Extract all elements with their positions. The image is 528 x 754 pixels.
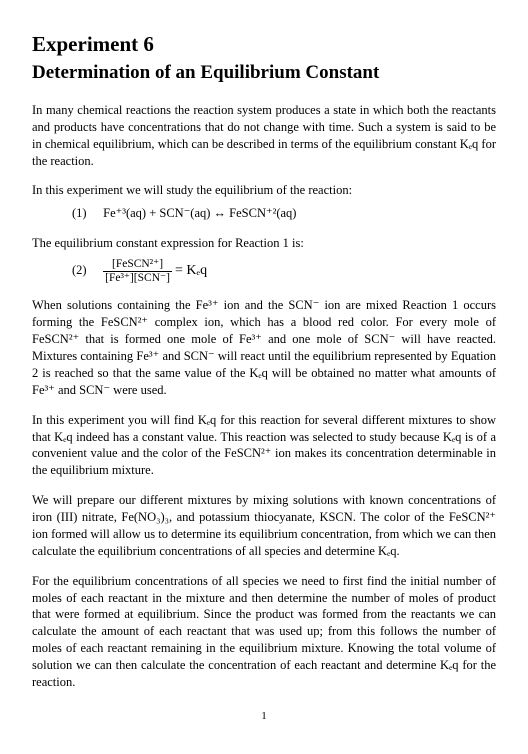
experiment-title: Determination of an Equilibrium Constant <box>32 60 496 86</box>
intro-paragraph-2: In this experiment we will study the equ… <box>32 182 496 199</box>
experiment-number: Experiment 6 <box>32 30 496 58</box>
equation-1-body: Fe⁺³(aq) + SCN⁻(aq) ↔ FeSCN⁺²(aq) <box>103 206 296 220</box>
equation-2-fraction: [FeSCN²⁺] [Fe³⁺][SCN⁻] <box>103 258 172 284</box>
body-paragraph-6: We will prepare our different mixtures b… <box>32 492 496 560</box>
equation-2: (2) [FeSCN²⁺] [Fe³⁺][SCN⁻] = Kₑq <box>72 258 496 284</box>
body-paragraph-4: When solutions containing the Fe³⁺ ion a… <box>32 297 496 398</box>
intro-paragraph-3: The equilibrium constant expression for … <box>32 235 496 252</box>
equation-2-numerator: [FeSCN²⁺] <box>103 258 172 272</box>
intro-paragraph-1: In many chemical reactions the reaction … <box>32 102 496 170</box>
equation-1: (1) Fe⁺³(aq) + SCN⁻(aq) ↔ FeSCN⁺²(aq) <box>72 205 496 222</box>
page-number: 1 <box>32 709 496 724</box>
body-paragraph-5: In this experiment you will find Kₑq for… <box>32 412 496 480</box>
equation-2-denominator: [Fe³⁺][SCN⁻] <box>103 272 172 285</box>
body-paragraph-7: For the equilibrium concentrations of al… <box>32 573 496 691</box>
equation-1-number: (1) <box>72 205 100 222</box>
equation-2-rhs: = Kₑq <box>175 263 207 278</box>
equation-2-number: (2) <box>72 262 100 279</box>
